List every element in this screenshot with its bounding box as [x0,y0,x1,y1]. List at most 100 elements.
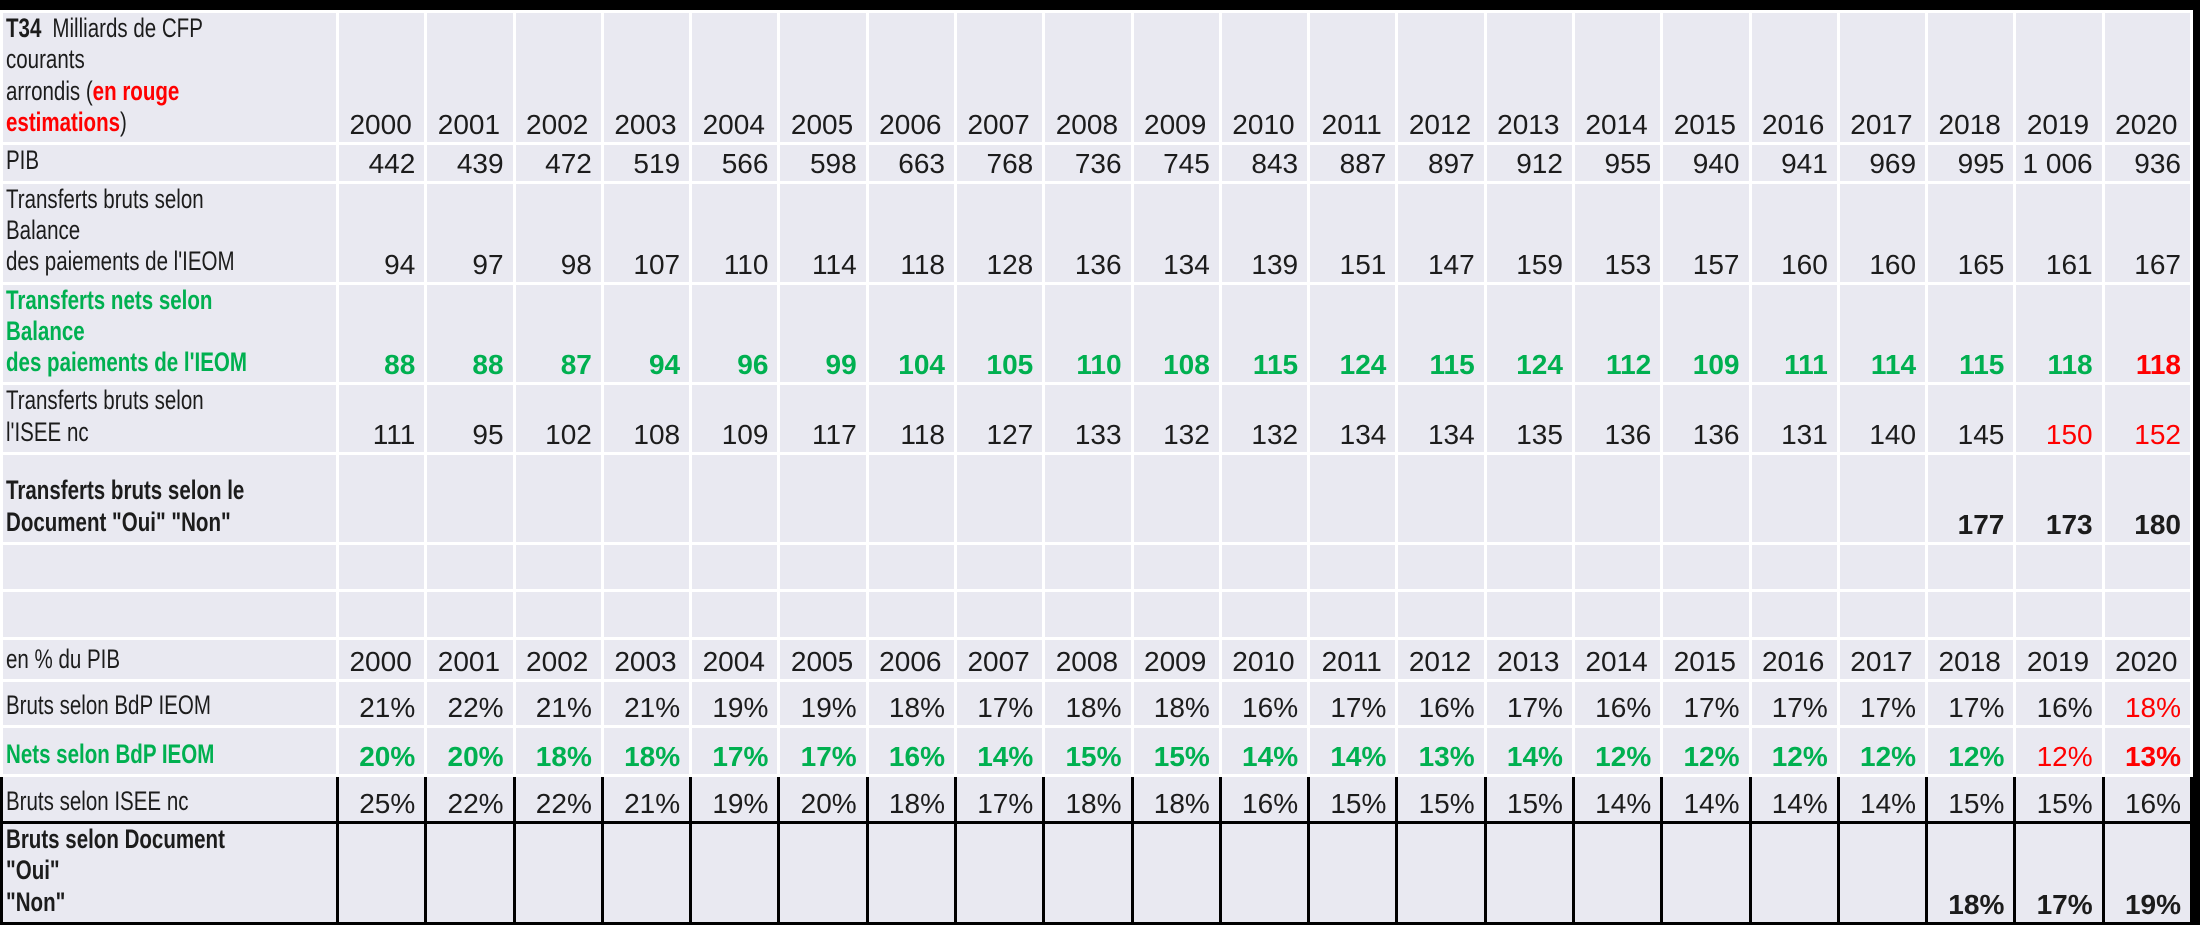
cell-transferts-bruts-document-2000 [339,455,425,543]
cell-bruts-isee-nc-2007: 17% [956,777,1043,822]
cell-empty-2-2004 [692,592,778,638]
cell-nets-bdp-ieom-2014: 12% [1574,728,1661,775]
cell-transferts-bruts-ieom-2008: 136 [1045,183,1131,282]
cell-header-2018: 2018 [1928,13,2014,143]
cell-transferts-bruts-isee-2009: 132 [1133,385,1219,453]
data-table: T34 Milliards de CFP courants arrondis (e… [0,10,2193,925]
cell-transferts-nets-ieom-2003: 94 [603,284,690,383]
cell-transferts-bruts-document-2017 [1839,455,1926,543]
cell-transferts-nets-ieom-2010: 115 [1221,284,1308,383]
cell-empty-2-2017 [1839,592,1926,638]
table-body: T34 Milliards de CFP courants arrondis (e… [3,13,2190,922]
cell-bruts-document-2014 [1574,824,1661,922]
cell-empty-2-2011 [1310,592,1396,638]
cell-transferts-bruts-ieom-2007: 128 [956,183,1043,282]
cell-empty-1-2003 [603,545,690,590]
cell-transferts-bruts-document-2014 [1574,455,1661,543]
cell-bruts-document-2012 [1398,824,1484,922]
cell-transferts-bruts-ieom-2009: 134 [1133,183,1219,282]
cell-bruts-bdp-ieom-2016: 17% [1751,682,1837,726]
cell-bruts-document-2002 [515,824,601,922]
cell-transferts-bruts-document-2020: 180 [2104,455,2190,543]
cell-empty-1-2020 [2104,545,2190,590]
cell-bruts-document-2013 [1486,824,1572,922]
cell-nets-bdp-ieom-2000: 20% [339,728,425,775]
cell-pct-years-2011: 2011 [1310,640,1396,680]
cell-transferts-bruts-isee-2006: 118 [868,385,954,453]
cell-pib-2011: 887 [1310,145,1396,181]
cell-transferts-bruts-document-2009 [1133,455,1219,543]
cell-empty-1-2012 [1398,545,1484,590]
cell-empty-1-2017 [1839,545,1926,590]
cell-transferts-bruts-isee-2008: 133 [1045,385,1131,453]
cell-transferts-bruts-isee-2019: 150 [2016,385,2102,453]
cell-transferts-bruts-ieom-2018: 165 [1928,183,2014,282]
cell-nets-bdp-ieom-2004: 17% [692,728,778,775]
cell-transferts-bruts-isee-2016: 131 [1751,385,1837,453]
cell-empty-1-2006 [868,545,954,590]
cell-transferts-bruts-document-2011 [1310,455,1396,543]
cell-transferts-bruts-document-2002 [515,455,601,543]
cell-bruts-document-2000 [339,824,425,922]
cell-header-2019: 2019 [2016,13,2102,143]
cell-header-2015: 2015 [1663,13,1749,143]
label-cell-pib: PIB [3,145,336,181]
row-empty-1 [3,545,2190,590]
cell-bruts-document-2015 [1663,824,1749,922]
cell-transferts-bruts-ieom-2002: 98 [515,183,601,282]
cell-nets-bdp-ieom-2003: 18% [603,728,690,775]
cell-bruts-isee-nc-2001: 22% [427,777,513,822]
cell-bruts-isee-nc-2011: 15% [1310,777,1396,822]
cell-pct-years-2010: 2010 [1221,640,1308,680]
cell-transferts-bruts-ieom-2019: 161 [2016,183,2102,282]
cell-header-2009: 2009 [1133,13,1219,143]
cell-pib-2000: 442 [339,145,425,181]
cell-bruts-isee-nc-2010: 16% [1221,777,1308,822]
label-text-transferts-bruts-document: Transferts bruts selon le Document "Oui"… [6,475,245,537]
cell-bruts-bdp-ieom-2004: 19% [692,682,778,726]
cell-pct-years-2019: 2019 [2016,640,2102,680]
cell-header-2016: 2016 [1751,13,1837,143]
cell-bruts-isee-nc-2016: 14% [1751,777,1837,822]
row-transferts-bruts-document: Transferts bruts selon le Document "Oui"… [3,455,2190,543]
cell-empty-2-2014 [1574,592,1661,638]
cell-bruts-document-2008 [1045,824,1131,922]
cell-bruts-bdp-ieom-2005: 19% [780,682,866,726]
cell-transferts-bruts-ieom-2006: 118 [868,183,954,282]
cell-transferts-bruts-document-2012 [1398,455,1484,543]
label-cell-bruts-document: Bruts selon Document "Oui" "Non" [3,824,336,922]
cell-bruts-isee-nc-2006: 18% [868,777,954,822]
row-bruts-isee-nc: Bruts selon ISEE nc 25% 22% 22% 21% 19% 20% 18%… [3,777,2190,822]
cell-pib-2006: 663 [868,145,954,181]
cell-pct-years-2009: 2009 [1133,640,1219,680]
cell-empty-1-2015 [1663,545,1749,590]
cell-bruts-isee-nc-2008: 18% [1045,777,1131,822]
cell-transferts-bruts-isee-2017: 140 [1839,385,1926,453]
cell-bruts-document-2011 [1310,824,1396,922]
cell-empty-1-2018 [1928,545,2014,590]
cell-transferts-bruts-isee-2003: 108 [603,385,690,453]
cell-empty-1-2005 [780,545,866,590]
cell-nets-bdp-ieom-2020: 13% [2104,728,2190,775]
cell-transferts-bruts-document-2016 [1751,455,1837,543]
cell-bruts-isee-nc-2019: 15% [2016,777,2102,822]
cell-transferts-nets-ieom-2001: 88 [427,284,513,383]
cell-bruts-bdp-ieom-2019: 16% [2016,682,2102,726]
cell-transferts-bruts-isee-2011: 134 [1310,385,1396,453]
cell-bruts-isee-nc-2018: 15% [1928,777,2014,822]
cell-bruts-isee-nc-2014: 14% [1574,777,1661,822]
cell-bruts-isee-nc-2004: 19% [692,777,778,822]
cell-empty-1-2010 [1221,545,1308,590]
cell-nets-bdp-ieom-2001: 20% [427,728,513,775]
cell-transferts-bruts-document-2008 [1045,455,1131,543]
label-text-bruts-isee-nc: Bruts selon ISEE nc [6,785,189,816]
cell-empty-2-2010 [1221,592,1308,638]
cell-transferts-bruts-isee-2015: 136 [1663,385,1749,453]
cell-empty-2-2000 [339,592,425,638]
cell-header-2008: 2008 [1045,13,1131,143]
cell-nets-bdp-ieom-2012: 13% [1398,728,1484,775]
cell-header-2017: 2017 [1839,13,1926,143]
label-text-transferts-nets-ieom: Transferts nets selon Balance des paieme… [6,284,247,378]
cell-empty-2-2012 [1398,592,1484,638]
cell-transferts-bruts-isee-2020: 152 [2104,385,2190,453]
